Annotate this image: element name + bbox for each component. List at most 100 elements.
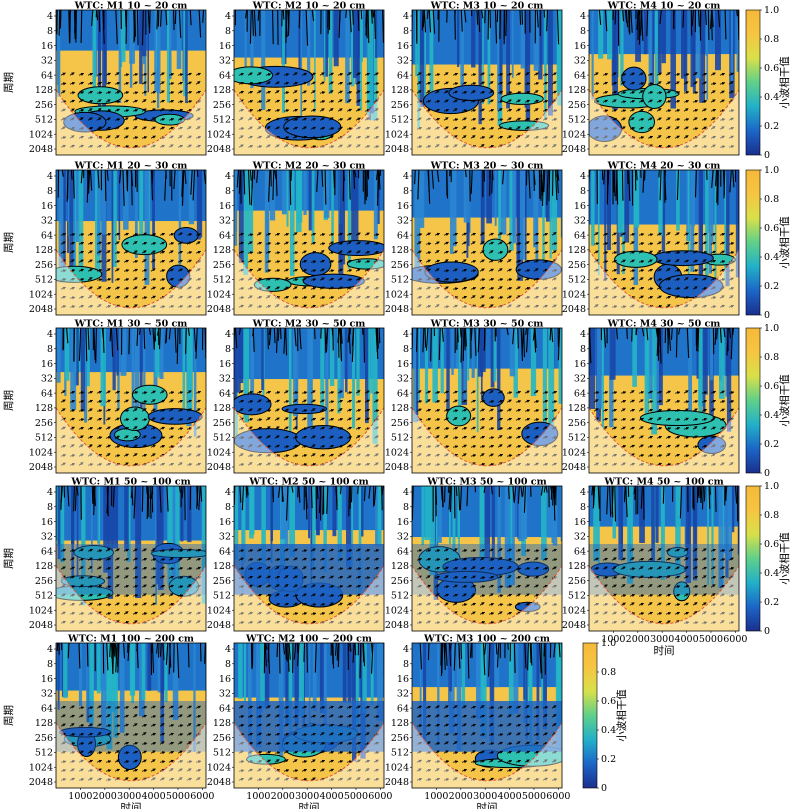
x-tick-label: 4000 [497, 791, 521, 802]
wtc-panel: WTC: M4 30 ~ 50 cm 4 8 16 32 64 128 256 512 1024 2… [562, 319, 740, 474]
wtc-panel: WTC: M3 10 ~ 20 cm 4 8 16 32 64 128 256 512 1024 2… [385, 1, 563, 156]
x-tick-label: 3000 [117, 791, 141, 802]
panel-title: WTC: M1 100 ~ 200 cm [67, 634, 194, 645]
y-tick-labels: 4 8 16 32 64 128 256 512 1024 2048 [385, 487, 412, 631]
y-tick-label: 256 [568, 418, 586, 429]
y-tick-label: 128 [391, 403, 409, 414]
y-tick-labels: 4 8 16 32 64 128 256 512 1024 2048 [385, 171, 412, 315]
y-tick-label: 16 [397, 201, 409, 212]
y-tick-label: 1024 [29, 762, 53, 773]
y-tick-label: 2048 [29, 777, 53, 788]
x-tick-label: 5000 [344, 791, 368, 802]
y-tick-label: 64 [41, 230, 53, 241]
x-tick-labels: 1000 2000 3000 4000 5000 6000 [68, 788, 214, 802]
colorbar-tick-label: 1.0 [764, 165, 779, 176]
panel-title: WTC: M1 20 ~ 30 cm [74, 161, 188, 172]
x-tick-label: 4000 [319, 791, 343, 802]
y-tick-label: 512 [391, 433, 409, 444]
wtc-panel: WTC: M1 50 ~ 100 cm 4 8 16 32 64 128 256 512 1024… [3, 477, 207, 632]
y-tick-label: 16 [219, 359, 231, 370]
wtc-panel: WTC: M2 50 ~ 100 cm 4 8 16 32 64 128 256 512 1024… [207, 477, 385, 632]
y-tick-label: 32 [574, 216, 586, 227]
y-tick-label: 4 [47, 329, 53, 340]
wtc-panel: WTC: M3 100 ~ 200 cm 4 8 16 32 64 128 256 512 102… [385, 634, 571, 809]
y-tick-label: 256 [213, 418, 231, 429]
wtc-panel: WTC: M3 30 ~ 50 cm 4 8 16 32 64 128 256 512 1024 2… [385, 319, 563, 474]
y-tick-label: 4 [580, 487, 586, 498]
colorbar-tick-label: 0.6 [764, 223, 779, 234]
y-tick-label: 32 [41, 56, 53, 67]
y-tick-label: 32 [219, 689, 231, 700]
y-tick-label: 128 [213, 561, 231, 572]
panel-title: WTC: M2 50 ~ 100 cm [248, 477, 368, 488]
y-tick-label: 16 [41, 674, 53, 685]
panel-title: WTC: M3 20 ~ 30 cm [430, 161, 544, 172]
y-tick-label: 2048 [207, 777, 231, 788]
y-tick-label: 64 [574, 546, 586, 557]
y-tick-label: 32 [397, 56, 409, 67]
y-tick-label: 4 [225, 487, 231, 498]
y-tick-label: 4 [580, 11, 586, 22]
colorbar-label: 小波相干值 [778, 216, 791, 269]
y-tick-label: 1024 [385, 762, 409, 773]
x-axis-label: 时间 [477, 801, 498, 809]
y-tick-label: 64 [219, 546, 231, 557]
y-tick-labels: 4 8 16 32 64 128 256 512 1024 2048 [29, 11, 56, 155]
y-tick-label: 8 [225, 502, 231, 513]
colorbar-tick-label: 0 [764, 626, 770, 637]
y-tick-label: 2048 [562, 620, 586, 631]
y-tick-label: 64 [397, 388, 409, 399]
y-tick-label: 16 [219, 517, 231, 528]
y-tick-label: 128 [35, 718, 53, 729]
y-tick-label: 16 [574, 41, 586, 52]
y-tick-label: 32 [219, 216, 231, 227]
wtc-panel: WTC: M2 20 ~ 30 cm 4 8 16 32 64 128 256 512 1024 2… [207, 161, 385, 316]
wtc-panel: WTC: M1 30 ~ 50 cm 4 8 16 32 64 128 256 512 1024 2… [3, 319, 207, 474]
y-tick-label: 1024 [562, 129, 586, 140]
colorbar-tick-label: 0 [601, 783, 607, 794]
colorbar-tick-label: 1.0 [764, 5, 779, 16]
y-tick-label: 1024 [385, 129, 409, 140]
y-tick-label: 512 [213, 433, 231, 444]
colorbar-tick-label: 0.8 [764, 34, 779, 45]
y-tick-label: 32 [219, 374, 231, 385]
y-tick-label: 1024 [207, 289, 231, 300]
panel-title: WTC: M4 50 ~ 100 cm [603, 477, 723, 488]
y-axis-label: 周期 [3, 390, 15, 411]
wtc-panel: WTC: M3 20 ~ 30 cm 4 8 16 32 64 128 256 512 1024 2… [385, 161, 563, 316]
y-axis-label: 周期 [3, 72, 15, 93]
y-tick-label: 512 [35, 275, 53, 286]
y-tick-label: 16 [397, 41, 409, 52]
y-tick-label: 64 [41, 703, 53, 714]
y-tick-labels: 4 8 16 32 64 128 256 512 1024 2048 [562, 329, 589, 473]
y-tick-label: 16 [41, 41, 53, 52]
y-tick-label: 32 [574, 532, 586, 543]
colorbar: 0 0.2 0.4 0.6 0.8 1.0 小波相干值 [582, 638, 628, 794]
y-tick-label: 1024 [562, 289, 586, 300]
y-tick-label: 2048 [385, 304, 409, 315]
y-tick-label: 2048 [207, 304, 231, 315]
y-tick-label: 8 [580, 344, 586, 355]
y-tick-label: 128 [391, 561, 409, 572]
colorbar-tick-label: 0.4 [764, 92, 779, 103]
y-tick-label: 4 [47, 11, 53, 22]
y-tick-labels: 4 8 16 32 64 128 256 512 1024 2048 [207, 171, 234, 315]
y-tick-label: 64 [397, 703, 409, 714]
y-tick-label: 16 [219, 674, 231, 685]
y-tick-label: 64 [397, 230, 409, 241]
colorbar-tick-label: 0.6 [764, 539, 779, 550]
y-tick-label: 8 [580, 186, 586, 197]
x-axis-label: 时间 [121, 801, 142, 809]
y-tick-label: 512 [213, 748, 231, 759]
y-tick-label: 256 [391, 260, 409, 271]
colorbar-tick-label: 0.8 [764, 194, 779, 205]
y-tick-label: 1024 [385, 447, 409, 458]
y-tick-label: 1024 [207, 762, 231, 773]
y-tick-labels: 4 8 16 32 64 128 256 512 1024 2048 [385, 644, 412, 788]
panel-title: WTC: M2 30 ~ 50 cm [252, 319, 366, 330]
y-axis-label: 周期 [3, 232, 15, 253]
y-tick-label: 512 [391, 591, 409, 602]
x-tick-label: 3000 [650, 634, 674, 645]
y-tick-label: 2048 [562, 144, 586, 155]
